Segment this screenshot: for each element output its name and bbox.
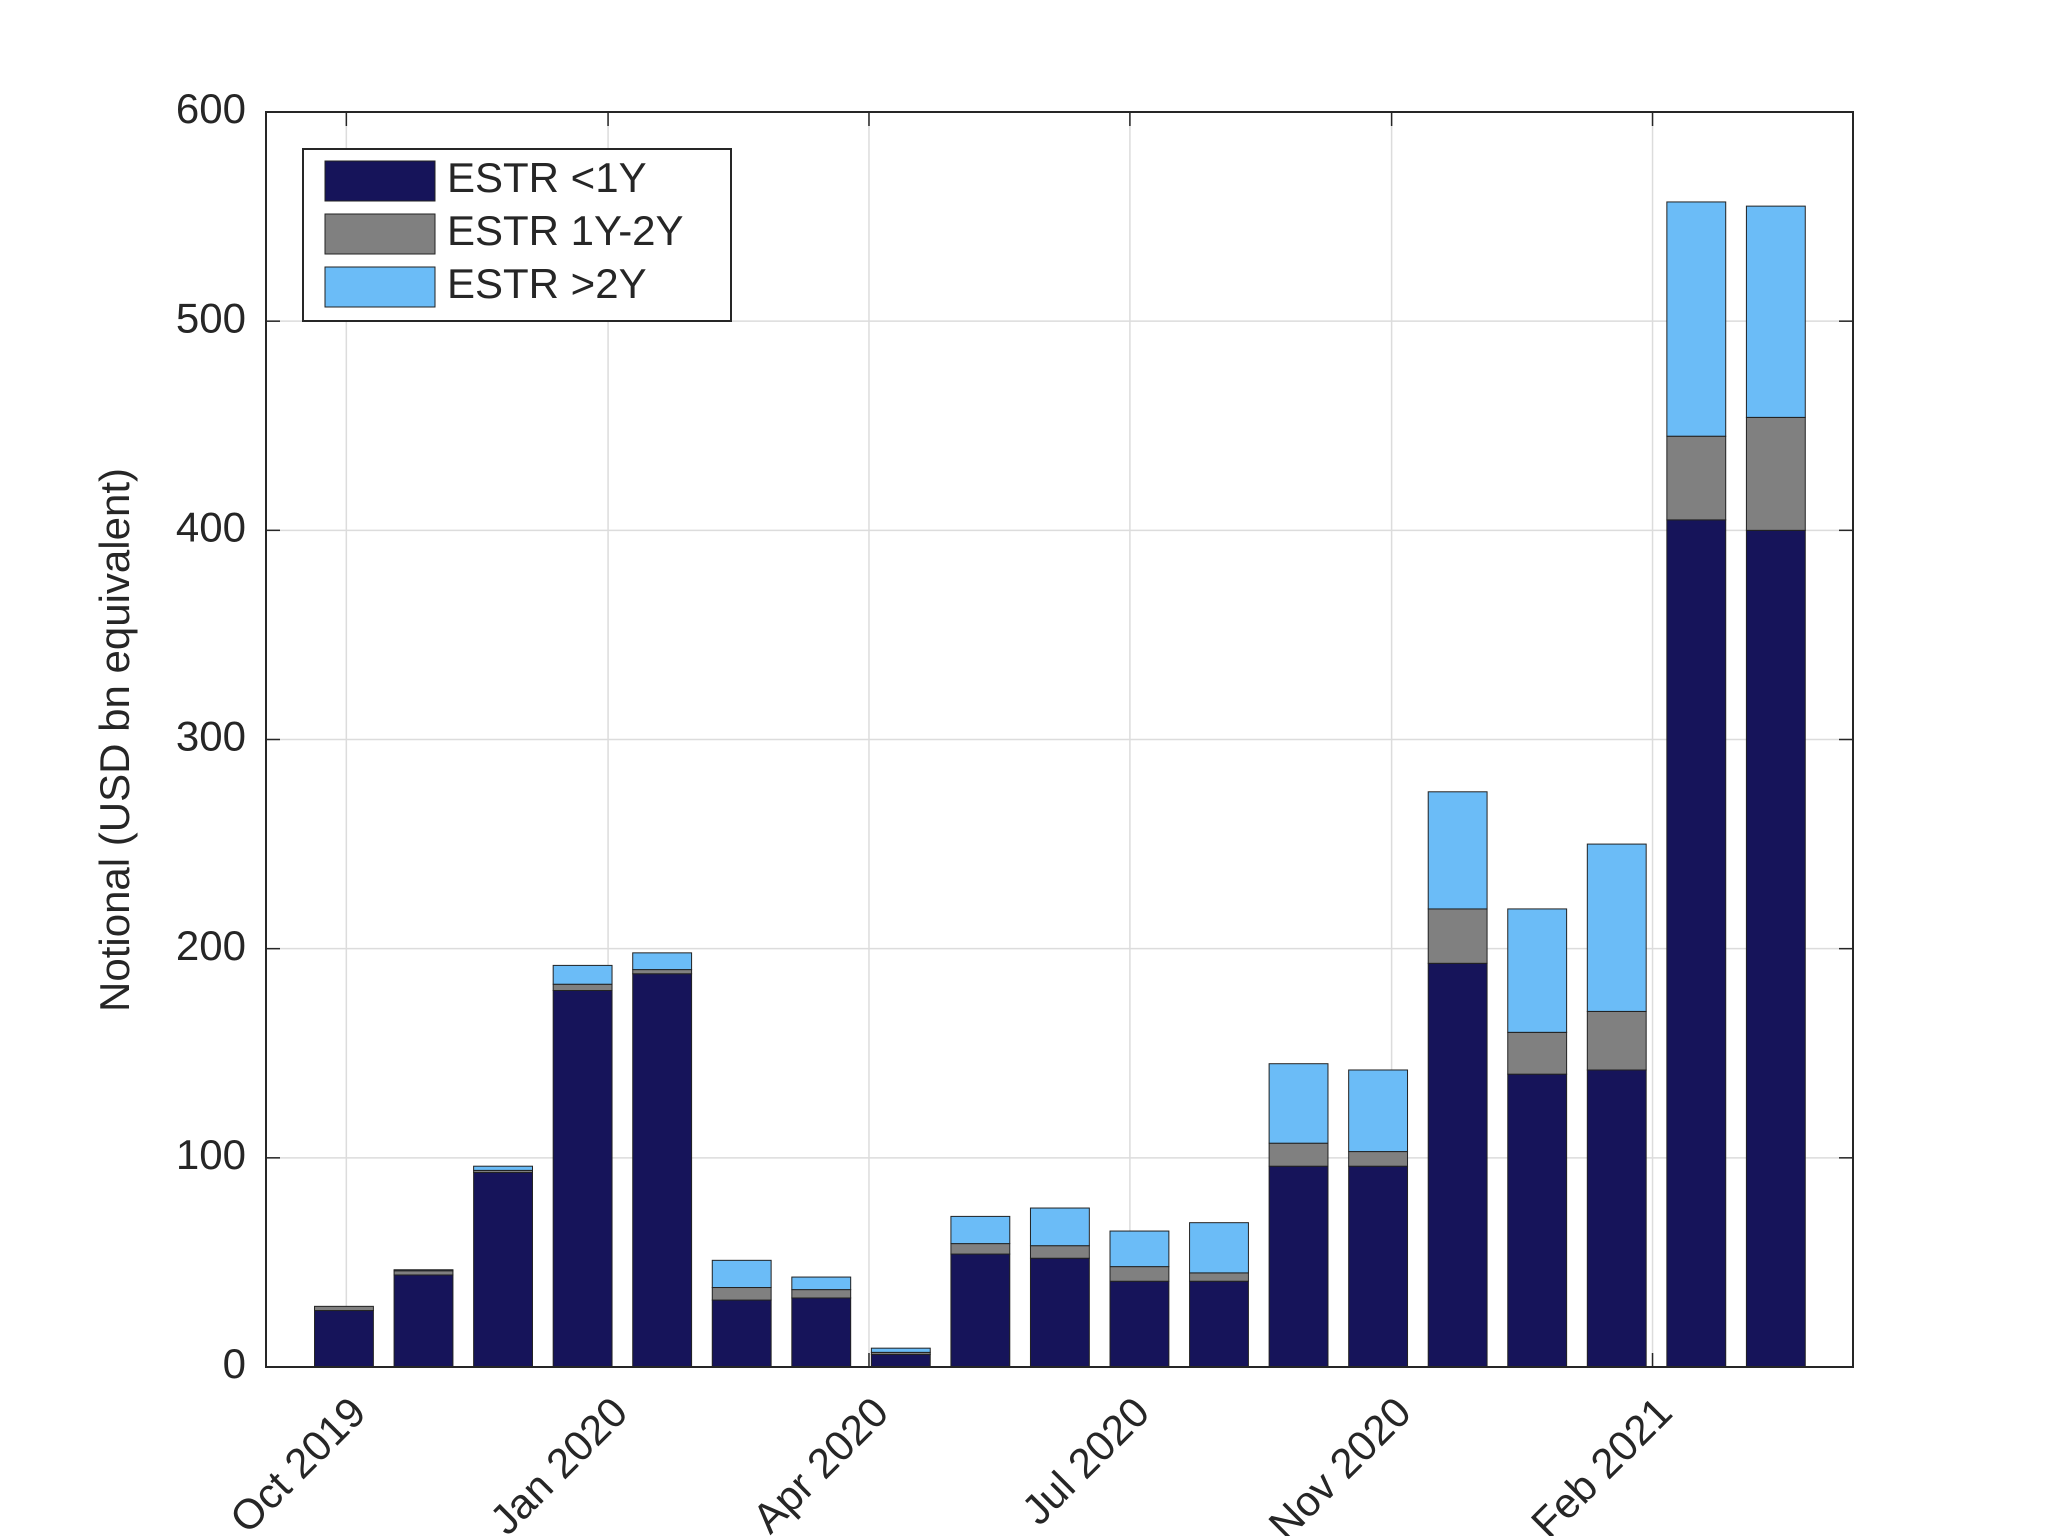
bar-segment [473, 1171, 533, 1368]
bar-segment [1189, 1222, 1249, 1274]
bar-segment [632, 952, 693, 971]
bar-segment [552, 990, 613, 1368]
legend-label: ESTR <1Y [447, 154, 647, 201]
x-tick-label: Jan 2020 [481, 1388, 636, 1536]
bar-segment [314, 1310, 374, 1368]
bar-segment [1268, 1063, 1329, 1144]
bar-segment [870, 1353, 931, 1368]
bar-segment [393, 1270, 454, 1276]
bar-segment [1189, 1280, 1249, 1368]
bar-segment [552, 964, 613, 985]
bar-segment [711, 1259, 772, 1289]
bar-segment [1109, 1266, 1170, 1282]
bar-segment [711, 1287, 772, 1301]
y-axis-label: Notional (USD bn equivalent) [91, 468, 138, 1012]
bar-segment [1427, 962, 1488, 1368]
bar-segment [791, 1276, 852, 1291]
y-tick-label: 600 [176, 85, 246, 132]
y-tick-label: 500 [176, 294, 246, 341]
y-tick-label: 400 [176, 503, 246, 550]
legend-swatch [324, 160, 436, 202]
bar-segment [1189, 1272, 1249, 1282]
legend-swatch [324, 266, 436, 308]
legend-label: ESTR 1Y-2Y [447, 207, 684, 254]
bar-segment [1348, 1165, 1409, 1368]
bar-segment [1745, 529, 1806, 1368]
legend: ESTR <1Y ESTR 1Y-2Y ESTR >2Y [302, 148, 732, 322]
bar-segment [632, 969, 693, 975]
bar-segment [791, 1289, 852, 1299]
bar-segment [1109, 1280, 1170, 1368]
x-tick-label: Nov 2020 [1259, 1388, 1419, 1536]
legend-label: ESTR >2Y [447, 260, 647, 307]
bar-segment [1507, 1031, 1568, 1075]
bar-segment [1427, 908, 1488, 964]
bar-segment [1348, 1069, 1409, 1153]
bar-segment [1586, 1010, 1647, 1071]
bar-segment [950, 1253, 1011, 1368]
bar-segment [1029, 1207, 1090, 1247]
bar-segment [950, 1243, 1011, 1255]
bar-segment [1109, 1230, 1170, 1268]
plot-frame [265, 111, 1854, 1368]
bar-segment [1666, 435, 1727, 521]
x-tick-label: Apr 2020 [743, 1388, 897, 1536]
bar-segment [314, 1305, 374, 1312]
bar-segment [1427, 791, 1488, 910]
bar-segment [1029, 1257, 1090, 1368]
x-tick-label: Oct 2019 [221, 1388, 375, 1536]
bar-segment [393, 1269, 454, 1272]
bar-segment [1268, 1142, 1329, 1167]
y-tick-label: 300 [176, 713, 246, 760]
bar-segment [1745, 416, 1806, 531]
bar-segment [1507, 1073, 1568, 1368]
y-tick-label: 200 [176, 922, 246, 969]
bar-segment [1745, 205, 1806, 418]
bar-segment [632, 973, 693, 1368]
bar-segment [1348, 1151, 1409, 1167]
bar-segment [711, 1299, 772, 1368]
bar-segment [1507, 908, 1568, 1033]
bar-segment [1586, 843, 1647, 1012]
bar-segment [950, 1215, 1011, 1245]
bar-segment [791, 1297, 852, 1368]
bar-segment [1586, 1069, 1647, 1368]
bar-segment [1666, 519, 1727, 1368]
bar-segment [1268, 1165, 1329, 1368]
x-tick-label: Jul 2020 [1013, 1388, 1159, 1534]
x-tick-label: Feb 2021 [1522, 1388, 1681, 1536]
bar-segment [473, 1165, 533, 1171]
bar-segment [552, 983, 613, 991]
y-tick-label: 0 [223, 1340, 246, 1387]
bar-segment [393, 1274, 454, 1368]
y-tick-label: 100 [176, 1131, 246, 1178]
bar-segment [1029, 1245, 1090, 1259]
bar-segment [1666, 201, 1727, 437]
legend-swatch [324, 213, 436, 255]
bar-segment [870, 1347, 931, 1353]
